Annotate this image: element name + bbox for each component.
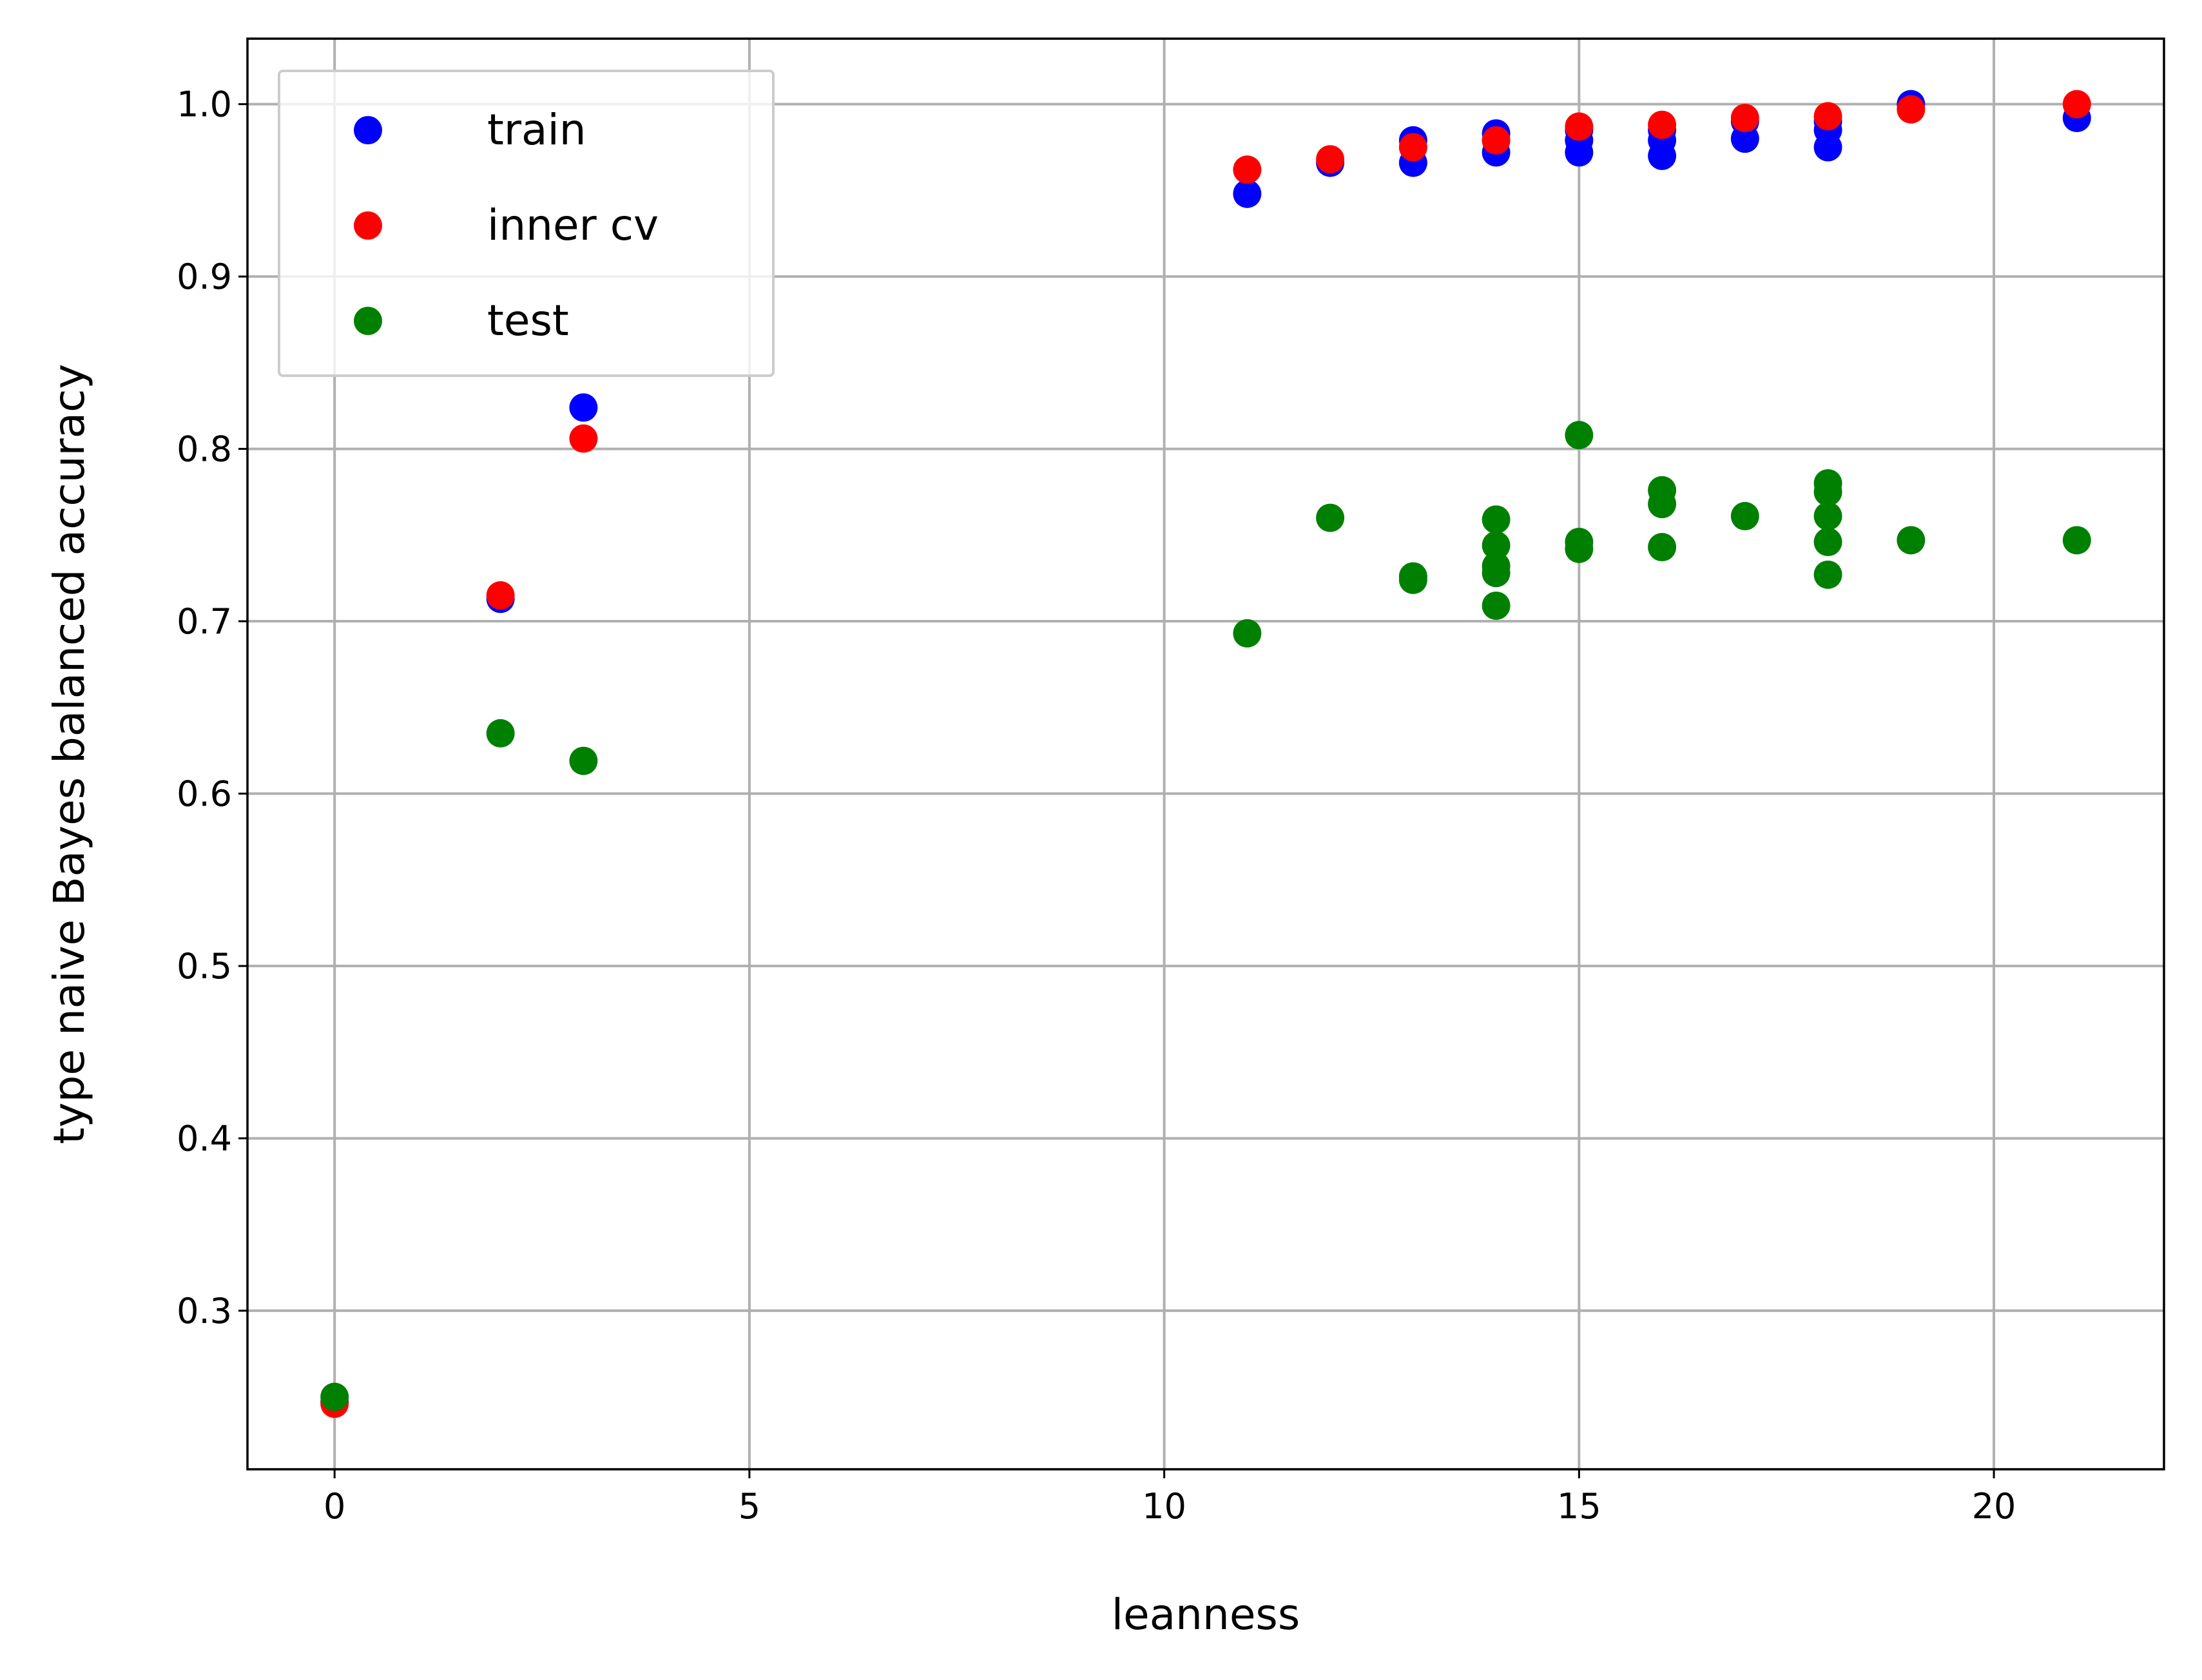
test-point [1813,560,1842,589]
y-axis-label: type naive Bayes balanced accuracy [44,364,94,1144]
legend-marker-train [354,116,382,144]
inner-cv-point [1648,110,1677,139]
legend-marker-inner-cv [354,211,382,240]
y-tick-label: 0.9 [177,256,232,297]
axis-ticks: 0 5 10 15 20 0.3 0.4 0.5 0.6 0.7 0.8 0.9 1.0 [177,84,2016,1527]
inner-cv-point [1565,112,1594,141]
test-point [1730,501,1759,530]
inner-cv-point [1813,102,1842,131]
train-point [1813,133,1842,162]
test-point [1482,559,1511,588]
inner-cv-point [569,424,598,453]
test-point [1565,421,1594,450]
x-tick-label: 5 [739,1486,760,1527]
y-tick-label: 0.5 [177,946,232,987]
legend-label-inner-cv: inner cv [487,200,659,250]
train-point [569,393,598,422]
test-point [1648,533,1677,562]
test-point [1813,528,1842,557]
test-point [1398,565,1427,594]
y-tick-label: 0.7 [177,601,232,642]
inner-cv-point [1233,155,1262,184]
test-point [1813,478,1842,507]
inner-cv-point [1482,126,1511,155]
test-point [1233,619,1262,648]
test-point [1897,526,1926,555]
plot-frame [246,37,2165,1471]
y-tick-label: 0.6 [177,774,232,815]
train-point [1233,179,1262,208]
y-tick-label: 0.3 [177,1291,232,1331]
test-point [2062,526,2091,555]
test-point [569,746,598,775]
test-point [320,1382,349,1411]
test-point [486,719,515,748]
test-point [1482,505,1511,534]
y-tick-label: 0.8 [177,429,232,470]
inner-cv-point [1730,104,1759,133]
test-point [1482,591,1511,620]
legend-box [278,70,775,377]
data-points [320,90,2091,1418]
x-tick-label: 20 [1972,1486,2016,1527]
test-point [1565,534,1594,563]
y-tick-label: 0.4 [177,1118,232,1159]
inner-cv-point [486,581,515,610]
legend: train inner cv test [278,70,775,377]
test-point [1482,531,1511,560]
x-axis-label: leanness [1112,1590,1300,1639]
train-point [1648,141,1677,170]
inner-cv-point [2062,90,2091,119]
test-point [1316,503,1345,532]
inner-cv-point [1897,95,1926,124]
y-tick-label: 1.0 [177,84,232,125]
train-point [1565,138,1594,167]
test-point [1648,490,1677,519]
x-tick-label: 0 [324,1486,345,1527]
x-tick-label: 10 [1142,1486,1186,1527]
inner-cv-point [1316,145,1345,174]
legend-label-test: test [487,296,569,345]
test-point [1813,501,1842,530]
legend-label-train: train [487,105,586,155]
x-tick-label: 15 [1557,1486,1601,1527]
legend-marker-test [354,307,382,335]
inner-cv-point [1398,133,1427,162]
